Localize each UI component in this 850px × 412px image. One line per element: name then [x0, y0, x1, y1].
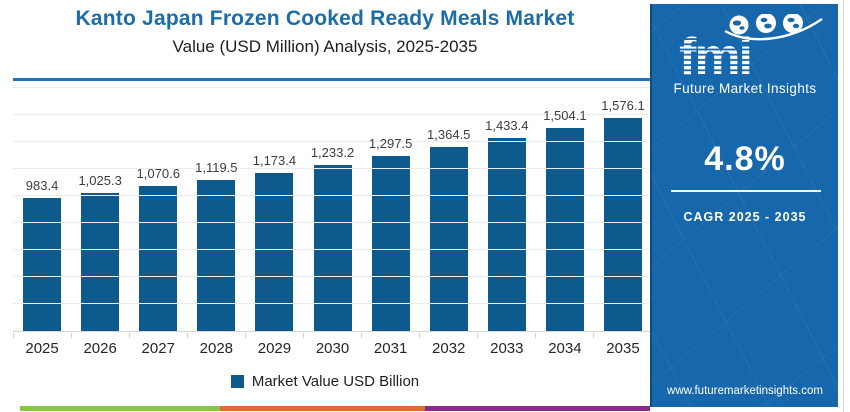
bar-column: 1,297.5	[362, 88, 420, 331]
bar-value-label: 983.4	[25, 178, 59, 194]
gridline	[13, 249, 652, 251]
legend-swatch-icon	[230, 374, 244, 388]
chart-panel: Kanto Japan Frozen Cooked Ready Meals Ma…	[0, 7, 652, 411]
bar-value-label: 1,504.1	[543, 107, 587, 123]
strip-segment-purple	[425, 406, 650, 411]
bar	[603, 118, 642, 331]
bar	[371, 155, 410, 331]
bar-value-label: 1,576.1	[601, 98, 645, 114]
fmi-logo-block: fmi Future Market Insights	[652, 13, 838, 96]
bar-column: 1,119.5	[187, 88, 245, 331]
x-axis-tick	[362, 333, 420, 338]
gridline	[13, 303, 652, 304]
x-tick-label: 2026	[83, 340, 117, 357]
x-tick-label: 2033	[490, 340, 524, 357]
bar-value-label: 1,025.3	[78, 172, 122, 188]
gridline	[13, 195, 652, 196]
bar	[139, 186, 178, 331]
bar-column: 983.4	[13, 88, 71, 331]
fmi-logo-text: fmi	[679, 28, 751, 80]
bar	[255, 172, 294, 331]
bar-column: 1,173.4	[245, 88, 303, 331]
logo-globe-icons	[729, 13, 803, 35]
bar	[197, 179, 236, 331]
footer-color-strip	[20, 406, 650, 411]
x-tick-label: 2034	[548, 340, 582, 357]
x-tick-label: 2030	[315, 340, 350, 357]
gridline	[13, 276, 652, 277]
x-axis-tick	[14, 333, 72, 338]
x-tick-label: 2028	[199, 340, 234, 357]
bar-value-label: 1,364.5	[427, 126, 471, 142]
bar-value-label: 1,233.2	[310, 144, 355, 160]
bar-value-label: 1,433.4	[485, 117, 529, 133]
bar	[81, 192, 120, 331]
x-axis-tick	[188, 333, 246, 338]
x-axis-tick	[536, 333, 594, 338]
strip-segment-orange	[220, 406, 425, 411]
x-axis-ticks	[13, 333, 652, 338]
x-axis-labels: 2025 2026 2027 2028 2029 2030 2031 2032 2033 2034…	[13, 340, 652, 357]
title-underline-rule	[13, 78, 650, 81]
bar	[545, 127, 584, 331]
bar-value-label: 1,070.6	[136, 166, 180, 182]
x-tick-label: 2031	[373, 340, 408, 357]
x-axis-tick	[246, 333, 304, 338]
x-tick-label: 2025	[25, 340, 59, 357]
bar-column: 1,433.4	[478, 88, 536, 331]
logo-swoosh	[724, 18, 823, 41]
bar-column: 1,233.2	[303, 88, 361, 331]
bar	[429, 146, 468, 331]
x-axis-tick	[130, 333, 188, 338]
strip-segment-green	[20, 406, 220, 411]
x-tick-label: 2027	[141, 340, 175, 357]
bar-column: 1,504.1	[536, 88, 594, 331]
bar	[313, 164, 352, 331]
x-tick-label: 2029	[257, 340, 292, 357]
plot-area: 983.4 1,025.3 1,070.6 1,119.5 1,173.4 1,233.2…	[13, 87, 652, 332]
gridline	[13, 114, 652, 115]
bar-column: 1,025.3	[71, 88, 129, 331]
chart-subtitle: Value (USD Million) Analysis, 2025-2035	[172, 37, 478, 56]
cagr-value: 4.8%	[704, 140, 786, 178]
x-axis-tick	[594, 333, 652, 338]
fmi-logo-tagline: Future Market Insights	[673, 81, 817, 96]
legend-label: Market Value USD Billion	[251, 372, 420, 390]
x-tick-label: 2035	[606, 340, 640, 357]
bar-column: 1,364.5	[420, 88, 478, 331]
legend: Market Value USD Billion	[0, 372, 650, 390]
cagr-label: CAGR 2025 - 2035	[683, 210, 807, 224]
website-link[interactable]: www.futuremarketinsights.com	[667, 385, 823, 397]
gridline	[13, 222, 652, 223]
bar	[23, 198, 62, 331]
gridline	[13, 141, 652, 142]
cagr-divider-rule	[671, 190, 821, 192]
bar-value-label: 1,173.4	[252, 152, 297, 168]
x-tick-label: 2032	[432, 340, 466, 357]
gridline	[13, 87, 652, 88]
chart-title: Kanto Japan Frozen Cooked Ready Meals Ma…	[75, 7, 575, 30]
right-border-line	[843, 0, 844, 412]
x-axis-tick	[478, 333, 536, 338]
x-axis-tick	[72, 333, 130, 338]
x-axis-tick	[304, 333, 362, 338]
fmi-logo: fmi	[679, 13, 823, 86]
bar-value-label: 1,297.5	[368, 135, 413, 151]
brand-sidebar: fmi Future Market Insights 4.8% CAGR 202…	[650, 4, 838, 407]
gridline	[13, 168, 652, 170]
bars-container: 983.4 1,025.3 1,070.6 1,119.5 1,173.4 1,233.2…	[13, 88, 652, 331]
bar-column: 1,070.6	[129, 88, 187, 331]
bar-value-label: 1,119.5	[195, 159, 238, 175]
bar-column: 1,576.1	[594, 88, 652, 331]
x-axis-tick	[420, 333, 478, 338]
bar	[487, 137, 526, 331]
